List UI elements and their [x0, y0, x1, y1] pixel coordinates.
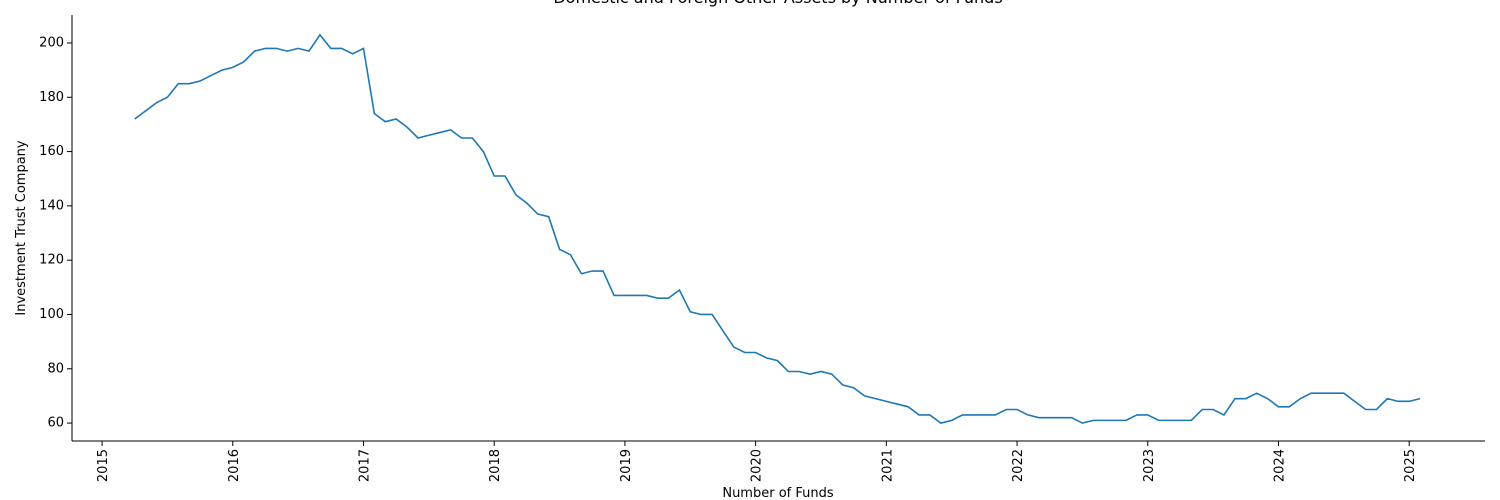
y-tick-label: 160: [39, 144, 64, 159]
y-tick-label: 100: [39, 307, 64, 322]
x-tick-label: 2019: [619, 449, 634, 482]
y-tick-label: 60: [47, 416, 64, 431]
x-tick-label: 2015: [96, 449, 111, 482]
x-tick-label: 2017: [357, 449, 372, 482]
x-tick-label: 2018: [488, 449, 503, 482]
y-tick-label: 200: [39, 35, 64, 50]
x-tick-label: 2020: [750, 449, 765, 482]
x-tick-label: 2024: [1272, 449, 1287, 482]
x-tick-label: 2023: [1142, 449, 1157, 482]
x-tick-label: 2021: [880, 449, 895, 482]
x-axis-label: Number of Funds: [722, 486, 834, 500]
x-tick-label: 2025: [1403, 449, 1418, 482]
y-tick-label: 140: [39, 198, 64, 213]
y-tick-label: 80: [47, 361, 64, 376]
data-line: [134, 33, 1421, 424]
x-tick-label: 2016: [227, 449, 242, 482]
x-tick-label: 2022: [1011, 449, 1026, 482]
y-axis-label: Investment Trust Company: [14, 140, 29, 316]
chart-title: Domestic and Foreign Other Assets by Num…: [553, 0, 1002, 7]
y-tick-label: 180: [39, 90, 64, 105]
y-tick-label: 120: [39, 253, 64, 268]
